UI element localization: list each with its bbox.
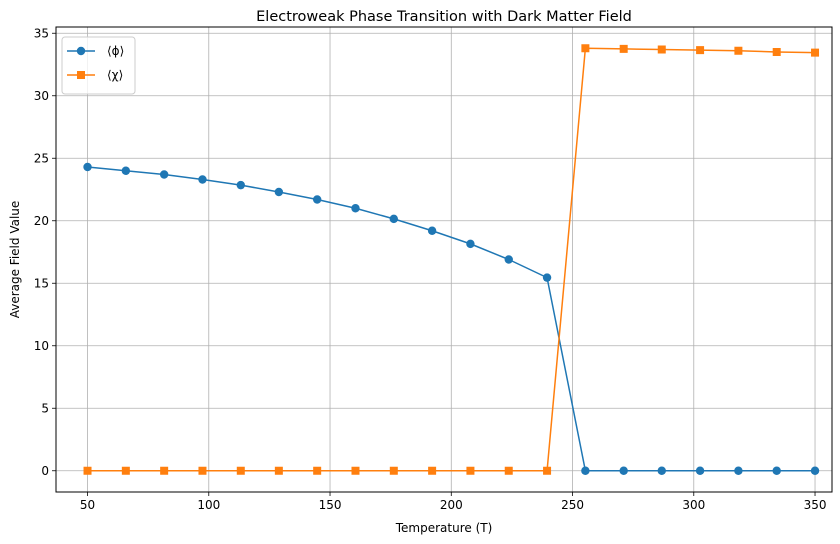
- data-point-square: [274, 466, 283, 475]
- legend-label: ⟨ϕ⟩: [107, 44, 124, 58]
- series-line: [87, 47, 816, 472]
- data-point-circle: [312, 195, 322, 204]
- data-point-circle: [83, 162, 92, 172]
- data-point-square: [811, 48, 820, 57]
- y-tick-label: 5: [41, 401, 49, 415]
- axis-ticks: 50 100 150 200 250 300 350 0 5 10 15 20 25 30 35: [34, 26, 827, 512]
- x-tick-label: 150: [319, 498, 342, 512]
- data-point-circle: [121, 166, 131, 175]
- legend: ⟨ϕ⟩ ⟨χ⟩: [61, 36, 136, 95]
- data-point-circle: [504, 255, 513, 264]
- series-1: [83, 162, 820, 475]
- data-point-square: [619, 44, 628, 53]
- data-point-circle: [427, 226, 437, 235]
- data-point-circle: [657, 466, 666, 475]
- y-axis-label: Average Field Value: [8, 201, 22, 319]
- data-point-square: [198, 466, 207, 475]
- data-point-circle: [274, 187, 284, 197]
- data-point-square: [581, 44, 590, 53]
- data-point-square: [83, 466, 92, 475]
- data-point-circle: [772, 466, 781, 475]
- data-point-circle: [734, 466, 743, 475]
- x-tick-label: 100: [197, 498, 220, 512]
- x-axis-label: Temperature (T): [395, 521, 493, 535]
- legend-marker-square: [77, 71, 85, 79]
- chart-title: Electroweak Phase Transition with Dark M…: [256, 9, 632, 25]
- data-series: [83, 44, 820, 475]
- data-point-square: [696, 46, 705, 55]
- data-point-square: [160, 466, 169, 475]
- data-point-circle: [198, 175, 207, 184]
- series-2: [83, 44, 820, 475]
- data-point-square: [121, 466, 130, 475]
- series-line: [87, 166, 816, 472]
- data-point-square: [236, 466, 245, 475]
- data-point-circle: [695, 466, 705, 475]
- data-point-square: [428, 466, 437, 475]
- data-point-square: [734, 46, 743, 55]
- data-point-circle: [581, 466, 590, 475]
- y-tick-label: 20: [34, 214, 49, 228]
- x-tick-label: 350: [804, 498, 827, 512]
- x-tick-label: 200: [440, 498, 463, 512]
- x-tick-label: 50: [80, 498, 95, 512]
- y-tick-label: 0: [41, 464, 49, 478]
- data-point-square: [772, 48, 781, 56]
- data-point-square: [543, 466, 552, 475]
- data-point-circle: [159, 170, 169, 179]
- y-tick-label: 30: [34, 89, 49, 103]
- data-point-square: [351, 466, 360, 475]
- y-tick-label: 10: [34, 339, 49, 353]
- data-point-circle: [542, 273, 552, 282]
- data-point-square: [504, 466, 513, 475]
- x-tick-label: 300: [682, 498, 705, 512]
- x-tick-label: 250: [561, 498, 584, 512]
- y-tick-label: 35: [34, 26, 49, 40]
- y-tick-label: 15: [34, 276, 49, 290]
- data-point-square: [389, 466, 398, 475]
- data-point-square: [313, 466, 322, 475]
- plot-area-frame: [55, 26, 833, 493]
- data-point-square: [466, 466, 475, 475]
- legend-label: ⟨χ⟩: [107, 68, 123, 82]
- y-tick-label: 25: [34, 151, 49, 165]
- data-point-circle: [810, 466, 820, 475]
- data-point-circle: [389, 214, 399, 224]
- data-point-square: [657, 45, 666, 54]
- data-point-circle: [466, 239, 475, 249]
- legend-marker-circle: [76, 46, 86, 56]
- data-point-circle: [351, 204, 360, 213]
- data-point-circle: [619, 466, 628, 475]
- data-point-circle: [236, 180, 245, 190]
